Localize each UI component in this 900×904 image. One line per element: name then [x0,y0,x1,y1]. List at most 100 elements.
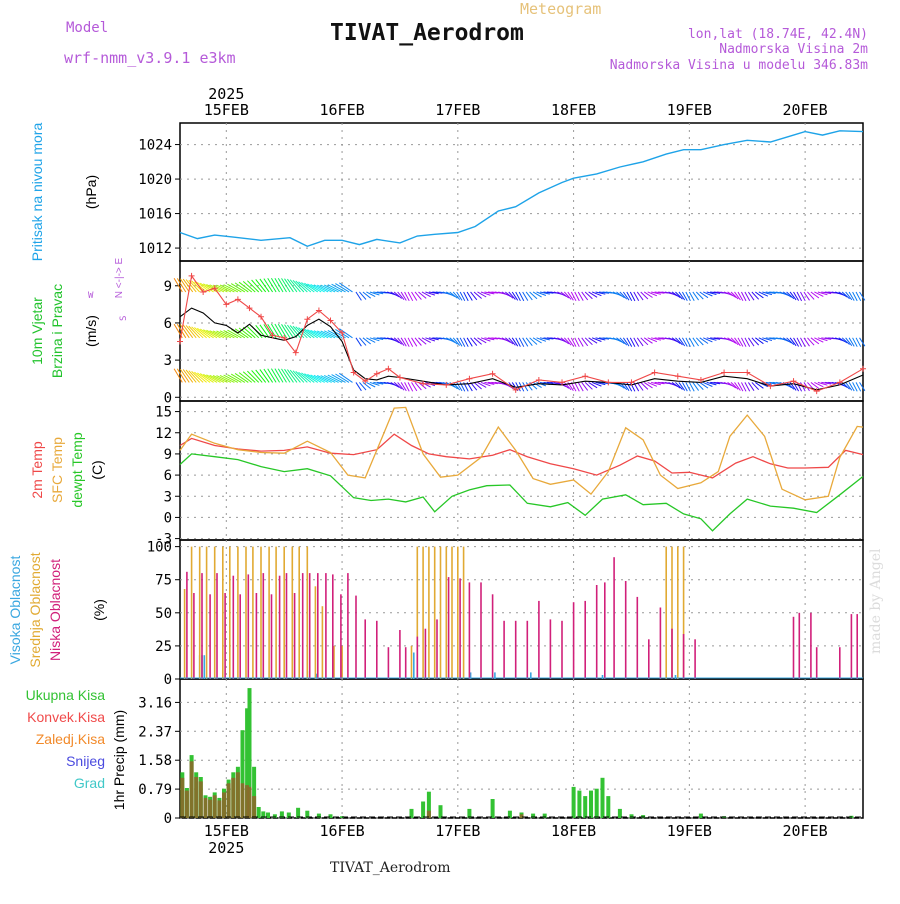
temp-title2: SFC Temp [49,437,65,503]
wind-barb [793,291,800,301]
y-tick-label: 0 [164,811,172,827]
precip-total-bar [286,812,291,818]
wind-gust-marker [744,369,751,376]
footer-station: TIVAT_Aerodrom [330,860,451,876]
wind-barb [817,291,828,296]
wind-barb [710,337,721,340]
wind-barb [574,291,580,302]
wind-barb [185,325,197,339]
precip-total-bar [240,730,245,818]
wind-barb [803,337,810,347]
precip-conv-bar [240,783,245,819]
wind-barb [369,337,380,342]
wind-barb [681,337,688,347]
wind-barb [466,337,473,347]
wind-barb [369,381,380,386]
wind-barb [339,372,353,383]
wind-barb [703,337,713,343]
wind-barb [323,284,339,293]
wind-barb [289,279,301,293]
wind-barb [182,369,194,383]
wind-barb [418,291,427,299]
wind-barb [292,370,305,383]
wind-barb [671,382,681,389]
wind-barb [428,337,439,341]
panel-frame-0 [179,122,864,262]
wind-barb [695,337,704,346]
wind-barb [206,374,221,383]
wind-barb [247,370,260,383]
wind-barb [234,328,249,339]
wind-barb [654,337,665,340]
wind-barb [327,330,343,339]
wind-barb [651,291,662,295]
wind-barb [407,337,414,347]
wind-gust-marker [790,378,797,385]
wind-barb [199,328,214,339]
precip-total-bar [328,814,333,818]
wind-barb [807,291,815,300]
wind-barb [734,291,741,301]
wind-gust-marker [836,379,843,386]
wind-barb [529,291,538,300]
wind-barb [508,337,516,346]
wind-barb [400,291,407,301]
wind-barb [616,337,625,345]
wind-barb [390,381,400,388]
wind-barb [591,337,602,342]
wind-barb [298,371,312,383]
wind-barb [449,337,458,345]
model-value: wrf-nmm_v3.9.1 e3km [64,49,236,67]
wind-barb [636,337,644,347]
wind-barb [316,284,332,293]
wind-gust-marker [223,301,230,308]
wind-barb [817,337,828,342]
wind-gust-marker [860,365,866,372]
wind-unit: (m/s) [83,315,99,347]
wind-gust-marker [315,307,322,314]
wind-barb [404,337,410,347]
wind-barb [529,337,538,345]
wind-barb [301,372,315,383]
wind-barb [362,291,372,299]
wind-barb [480,337,491,342]
wind-barb [859,337,866,347]
wind-barb [418,337,427,345]
wind-gust-marker [362,378,369,385]
wind-barb [230,283,246,293]
wind-barb [703,381,713,387]
wind-barb [796,337,803,347]
y-tick-label: 25 [155,639,172,655]
wind-barb [626,337,633,347]
wind-barb [737,382,744,392]
wind-barb [179,368,190,383]
wind-barb [640,291,649,300]
precip-conv-bar [203,797,208,818]
wind-barb [484,337,495,341]
wind-barb [588,381,598,389]
wind-barb [255,279,267,293]
wind-barb [845,337,853,347]
altitude-label: Nadmorska Visina 2m [719,42,868,57]
wind-barb [323,374,339,383]
precip-total-bar [606,796,611,818]
wind-gust-marker [420,380,427,387]
year-label-top: 2025 [208,85,244,103]
wind-barb [359,382,367,391]
wind-barb [366,337,376,343]
y-tick-label: 2.37 [138,724,172,740]
wind-barb [807,337,815,346]
wind-barb [194,327,207,339]
wind-barb [277,277,287,293]
wind-barb [741,382,747,392]
y-tick-label: 0 [164,672,172,688]
wind-barb [270,277,280,293]
wind-barb [327,374,343,383]
wind-barb [536,291,547,296]
wind-barb [747,382,755,391]
wind-barb [355,291,362,301]
wind-barb [751,337,760,346]
wind-barb [584,382,593,390]
wind-barb [588,291,598,298]
wind-barb [522,382,529,392]
